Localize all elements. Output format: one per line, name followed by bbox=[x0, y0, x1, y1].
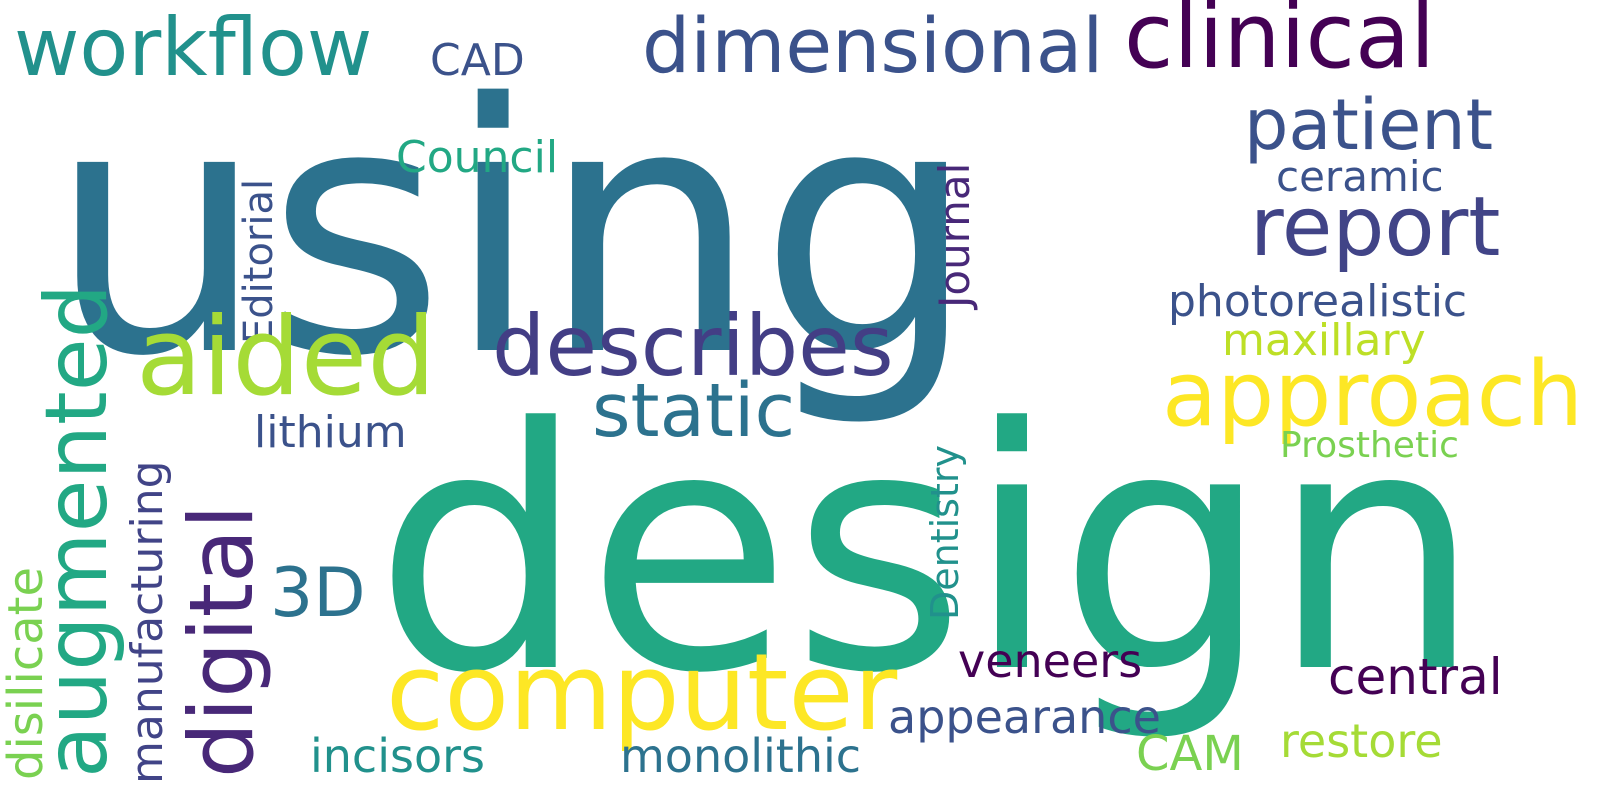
word-photorealistic: photorealistic bbox=[1168, 276, 1468, 327]
word-monolithic: monolithic bbox=[620, 729, 862, 783]
word-aided: aided bbox=[136, 295, 436, 420]
word-dentistry: Dentistry bbox=[923, 445, 967, 620]
word-incisors: incisors bbox=[310, 729, 485, 783]
word-cad: CAD bbox=[430, 35, 525, 86]
word-ceramic: ceramic bbox=[1276, 152, 1444, 201]
word-digital: digital bbox=[170, 504, 273, 779]
word-restore: restore bbox=[1280, 714, 1443, 768]
word-veneers: veneers bbox=[958, 634, 1143, 688]
word-3d: 3D bbox=[270, 554, 366, 633]
word-maxillary: maxillary bbox=[1222, 315, 1426, 366]
word-council: Council bbox=[396, 132, 559, 183]
word-central: central bbox=[1328, 648, 1503, 706]
word-approach: approach bbox=[1162, 342, 1584, 447]
word-report: report bbox=[1250, 180, 1501, 275]
word-patient: patient bbox=[1244, 84, 1494, 166]
word-prosthetic: Prosthetic bbox=[1280, 425, 1459, 466]
word-journal: Journal bbox=[930, 162, 979, 308]
word-describes: describes bbox=[492, 297, 894, 395]
word-cam: CAM bbox=[1136, 726, 1244, 782]
word-using: using bbox=[48, 32, 978, 432]
word-lithium: lithium bbox=[254, 407, 407, 458]
word-clinical: clinical bbox=[1124, 0, 1436, 89]
word-disilicate: disilicate bbox=[0, 567, 54, 780]
word-dimensional: dimensional bbox=[642, 1, 1104, 90]
word-computer: computer bbox=[386, 631, 898, 754]
word-static: static bbox=[592, 368, 796, 454]
word-workflow: workflow bbox=[14, 1, 373, 94]
word-manufacturing: manufacturing bbox=[122, 460, 173, 784]
word-appearance: appearance bbox=[888, 690, 1161, 744]
word-design: design bbox=[374, 357, 1483, 746]
